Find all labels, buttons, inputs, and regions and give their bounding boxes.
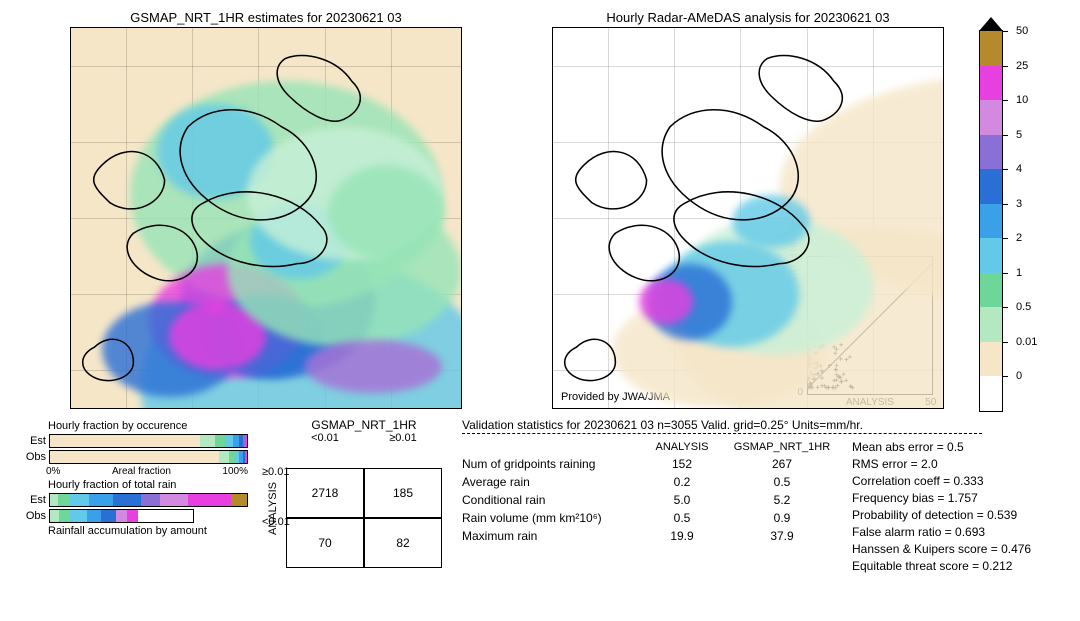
rain-est-bar: [49, 493, 248, 507]
gsmap-map: 125°E130°E135°E140°E145°E25°N30°N35°N40°…: [70, 27, 462, 409]
gsmap-title: GSMAP_NRT_1HR estimates for 20230621 03: [70, 10, 462, 25]
rain-obs-bar: [49, 509, 194, 523]
radar-title: Hourly Radar-AMeDAS analysis for 2023062…: [552, 10, 944, 25]
metrics-list: Mean abs error = 0.5RMS error = 2.0Corre…: [852, 437, 1031, 576]
validation-title: Validation statistics for 20230621 03 n=…: [462, 418, 1031, 432]
validation-panel: Validation statistics for 20230621 03 n=…: [462, 418, 1031, 621]
occurence-obs-bar: [49, 450, 248, 464]
rain-title: Hourly fraction of total rain: [48, 479, 248, 491]
occurence-est-bar: [49, 434, 248, 448]
radar-map-panel: Hourly Radar-AMeDAS analysis for 2023062…: [552, 10, 944, 412]
radar-map: GSMAP_NRT_1HRANALYSIS05050 Provided by J…: [552, 27, 944, 409]
gsmap-map-panel: GSMAP_NRT_1HR estimates for 20230621 03 …: [70, 10, 462, 412]
accum-title: Rainfall accumulation by amount: [48, 525, 248, 537]
fraction-bars-panel: Hourly fraction by occurence Est Obs 0% …: [18, 418, 248, 621]
colorbar-arrow-icon: [979, 17, 1003, 31]
validation-table: ANALYSIS GSMAP_NRT_1HR Num of gridpoints…: [462, 437, 842, 576]
colorbar: 502510543210.50.010: [979, 30, 1003, 412]
occurence-title: Hourly fraction by occurence: [48, 420, 248, 432]
